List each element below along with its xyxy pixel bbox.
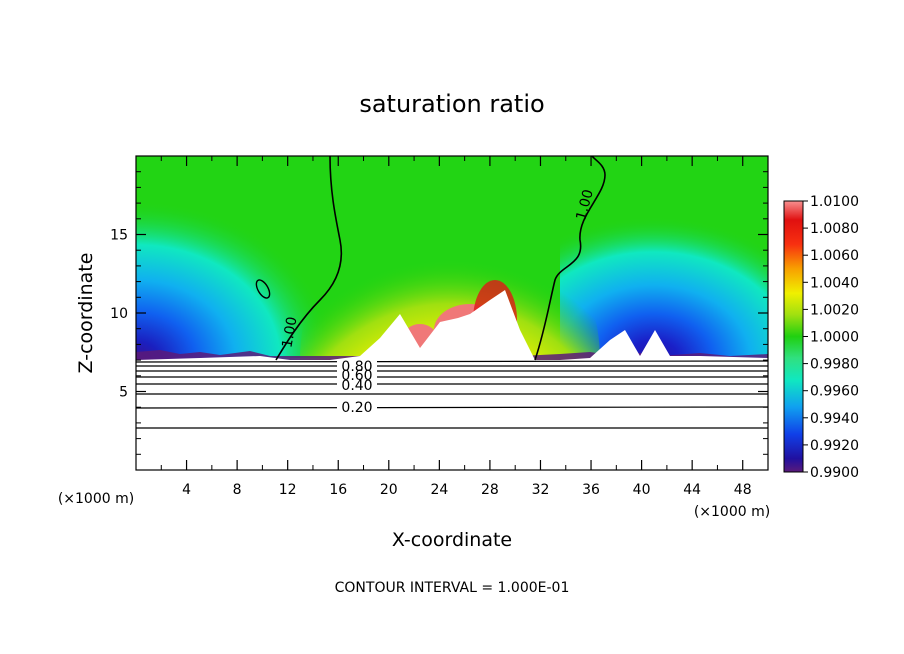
colorbar-label: 0.9960 bbox=[810, 384, 859, 400]
x-tick-label: 32 bbox=[532, 482, 550, 498]
colorbar-label: 1.0040 bbox=[810, 275, 859, 291]
x-tick-label: 40 bbox=[633, 482, 651, 498]
x-tick-label: 44 bbox=[683, 482, 701, 498]
x-tick-label: 36 bbox=[582, 482, 600, 498]
x-axis-unit-right: (×1000 m) bbox=[694, 504, 770, 520]
contour-label-0.80: 0.80 bbox=[341, 359, 372, 375]
y-tick-label: 10 bbox=[110, 306, 128, 322]
colorbar-label: 1.0100 bbox=[810, 194, 859, 210]
x-tick-label: 16 bbox=[329, 482, 347, 498]
chart-title: saturation ratio bbox=[359, 90, 544, 118]
contour-loop-1.00 bbox=[255, 279, 271, 299]
x-axis-unit-left: (×1000 m) bbox=[58, 491, 134, 507]
colorbar-label: 1.0060 bbox=[810, 248, 859, 264]
x-tick-label: 4 bbox=[182, 482, 191, 498]
colorbar bbox=[783, 200, 804, 473]
x-tick-label: 28 bbox=[481, 482, 499, 498]
colorbar-label: 1.0020 bbox=[810, 302, 859, 318]
x-axis-label: X-coordinate bbox=[392, 529, 512, 551]
contour-line-0.10 bbox=[136, 427, 768, 429]
plot-area bbox=[136, 156, 768, 470]
field-lower-region bbox=[136, 290, 768, 470]
colorbar-label: 0.9920 bbox=[810, 438, 859, 454]
x-tick-label: 8 bbox=[233, 482, 242, 498]
contour-line-0.30 bbox=[136, 393, 768, 395]
colorbar-label: 1.0000 bbox=[810, 330, 859, 346]
contour-line-0.80 bbox=[136, 360, 768, 363]
colorbar-label: 1.0080 bbox=[810, 221, 859, 237]
colorbar-label: 0.9900 bbox=[810, 465, 859, 481]
contour-label-1.00-left: 1.00 bbox=[279, 316, 300, 349]
y-axis-label: Z-coordinate bbox=[75, 253, 97, 374]
x-tick-label: 20 bbox=[380, 482, 398, 498]
contour-label-1.00-right: 1.00 bbox=[573, 188, 597, 222]
y-tick-label: 5 bbox=[119, 385, 128, 401]
x-axis-ticks: 4 8 12 16 20 24 28 32 36 40 44 48 bbox=[160, 156, 752, 498]
contour-line-0.40 bbox=[136, 383, 768, 385]
contour-label-0.20: 0.20 bbox=[341, 400, 372, 416]
contour-line-0.20 bbox=[136, 406, 768, 409]
contour-line-0.70 bbox=[136, 365, 768, 367]
contour-line-1.00-right bbox=[534, 156, 606, 361]
contour-line-1.00-left bbox=[275, 156, 343, 361]
colorbar-label: 0.9980 bbox=[810, 357, 859, 373]
contour-line-0.60 bbox=[136, 370, 768, 372]
y-axis-ticks: 5 10 15 bbox=[110, 171, 768, 455]
x-tick-label: 12 bbox=[279, 482, 297, 498]
contour-label-0.40: 0.40 bbox=[341, 378, 372, 394]
colorbar-labels: 1.0100 1.0080 1.0060 1.0040 1.0020 1.0000 0.99… bbox=[803, 194, 859, 481]
x-tick-label: 24 bbox=[430, 482, 448, 498]
contour-interval-text: CONTOUR INTERVAL = 1.000E-01 bbox=[335, 580, 570, 596]
x-tick-label: 48 bbox=[734, 482, 752, 498]
y-tick-label: 15 bbox=[110, 228, 128, 244]
contour-line-0.50 bbox=[136, 376, 768, 378]
colorbar-label: 0.9940 bbox=[810, 411, 859, 427]
